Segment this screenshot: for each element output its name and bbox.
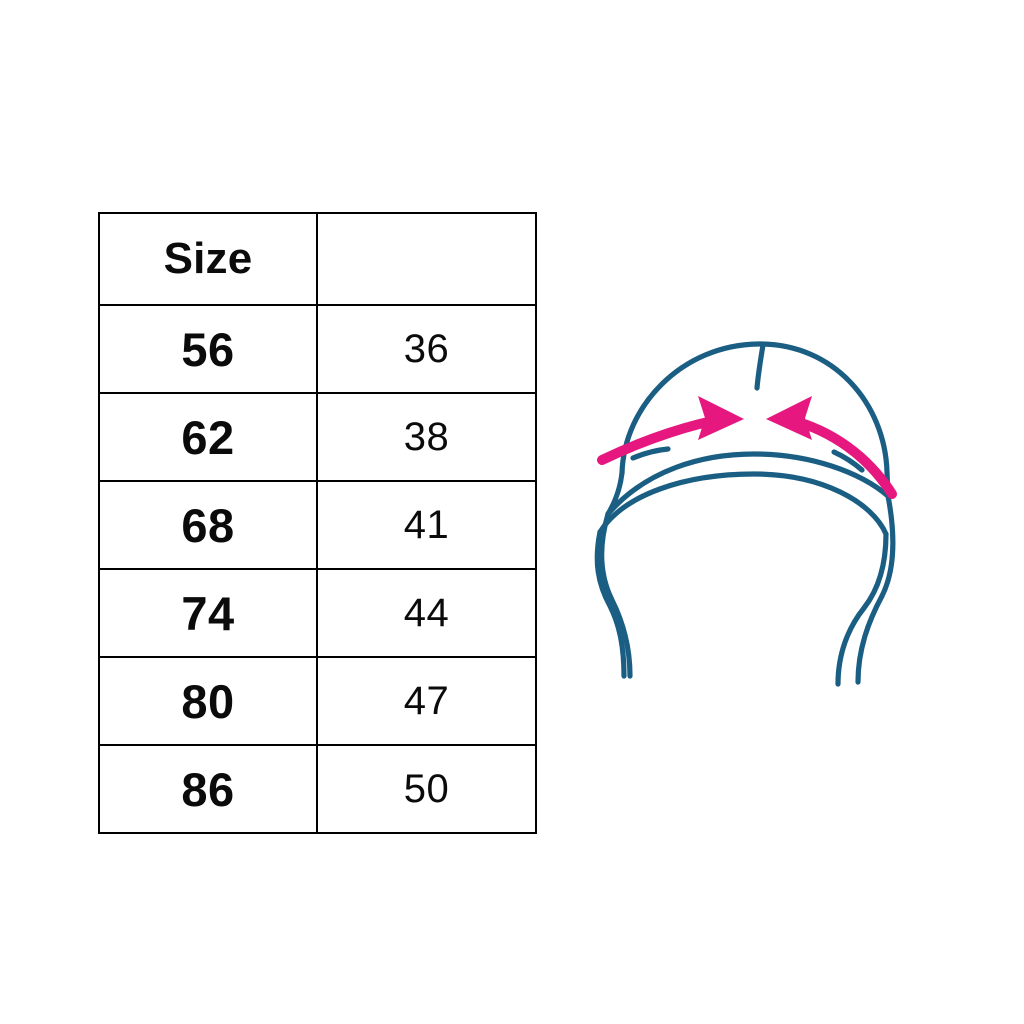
measure-arrow-head-right	[766, 396, 812, 440]
cell-head-circumference: 47	[316, 656, 537, 746]
hat-brim-lower-edge	[597, 471, 889, 537]
table-header-row: Size	[98, 212, 537, 306]
hat-tie-right-inner	[835, 531, 889, 687]
table-row: 86 50	[98, 744, 537, 834]
column-header-size: Size	[98, 212, 318, 306]
table-body: 56 36 62 38 68 41 74 44 80 47	[98, 304, 537, 834]
hat-top-seam	[754, 342, 766, 391]
hat-brim-upper-edge	[605, 451, 891, 517]
column-header-head-circumference	[316, 212, 537, 306]
baby-hat-icon	[594, 341, 897, 687]
cell-size: 56	[98, 304, 318, 394]
hat-band-crease-left	[630, 446, 671, 461]
cell-head-circumference: 44	[316, 568, 537, 658]
hat-outline-group	[594, 341, 896, 687]
cell-size: 74	[98, 568, 318, 658]
cell-size: 86	[98, 744, 318, 834]
cell-size: 80	[98, 656, 318, 746]
cell-head-circumference: 41	[316, 480, 537, 570]
cell-size: 68	[98, 480, 318, 570]
hat-crown-path	[619, 341, 891, 499]
baby-hat-illustration	[586, 318, 926, 698]
cell-head-circumference: 50	[316, 744, 537, 834]
measure-arrow-head-left	[698, 396, 744, 440]
table-row: 62 38	[98, 392, 537, 482]
hat-tie-left	[599, 511, 633, 679]
table-row: 80 47	[98, 656, 537, 746]
hat-tie-right	[855, 493, 896, 685]
head-circumference-measure-arrow	[597, 396, 897, 499]
hat-band-crease-right	[831, 449, 865, 473]
table-row: 74 44	[98, 568, 537, 658]
hat-tie-left-inner	[594, 529, 627, 679]
table-row: 56 36	[98, 304, 537, 394]
size-chart-table-container: Size 56 36 62 38 68 41 74	[98, 212, 537, 834]
cell-head-circumference: 36	[316, 304, 537, 394]
table-row: 68 41	[98, 480, 537, 570]
cell-head-circumference: 38	[316, 392, 537, 482]
size-chart-table: Size 56 36 62 38 68 41 74	[98, 212, 537, 834]
table-header: Size	[98, 212, 537, 306]
cell-size: 62	[98, 392, 318, 482]
